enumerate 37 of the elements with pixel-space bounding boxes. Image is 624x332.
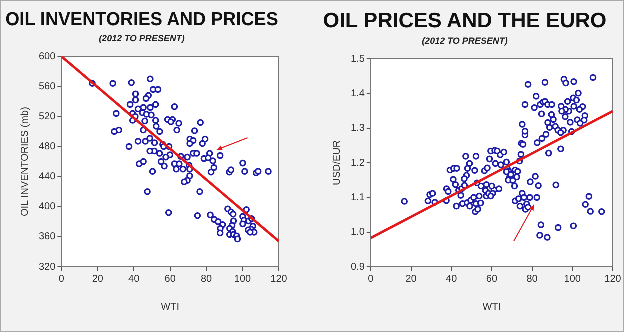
- chart-title: OIL PRICES AND THE EURO: [323, 9, 607, 32]
- y-tick-label: 1.0: [350, 227, 366, 238]
- x-tick-label: 20: [406, 274, 418, 285]
- x-tick-label: 0: [58, 274, 65, 285]
- y-tick-label: 1.2: [350, 158, 366, 169]
- chart-title: OIL INVENTORIES AND PRICES: [6, 8, 278, 30]
- y-tick-label: 480: [38, 142, 56, 153]
- x-tick-label: 100: [234, 274, 252, 285]
- y-tick-label: 1.1: [350, 192, 366, 204]
- x-tick-label: 120: [270, 274, 288, 285]
- y-tick-label: 360: [38, 232, 56, 243]
- y-tick-label: 400: [38, 202, 56, 213]
- chart-subtitle: (2012 TO PRESENT): [422, 36, 508, 46]
- y-tick-label: 0.9: [350, 262, 366, 273]
- y-tick-label: 320: [38, 262, 56, 273]
- x-axis-title: WTI: [161, 302, 180, 313]
- y-tick-label: 1.4: [350, 88, 366, 100]
- y-tick-label: 600: [38, 51, 56, 62]
- x-tick-label: 40: [446, 274, 458, 285]
- y-axis-title: USD/EUR: [332, 140, 343, 186]
- x-tick-label: 60: [486, 274, 498, 285]
- y-tick-label: 560: [38, 81, 56, 92]
- x-tick-label: 20: [92, 274, 104, 285]
- chart-subtitle: (2012 TO PRESENT): [99, 34, 185, 44]
- x-tick-label: 120: [604, 274, 622, 285]
- x-tick-label: 60: [164, 274, 176, 285]
- y-tick-label: 520: [38, 111, 56, 122]
- x-tick-label: 0: [368, 274, 374, 285]
- y-axis-title: OIL INVENTORIES (mb): [20, 107, 31, 217]
- y-tick-label: 1.3: [350, 123, 366, 134]
- x-tick-label: 80: [201, 274, 213, 285]
- x-tick-label: 100: [564, 274, 582, 285]
- y-tick-label: 440: [38, 172, 56, 183]
- y-tick-label: 1.5: [350, 54, 366, 65]
- x-tick-label: 80: [526, 274, 538, 285]
- x-tick-label: 40: [128, 274, 140, 285]
- x-axis-title: WTI: [482, 302, 502, 313]
